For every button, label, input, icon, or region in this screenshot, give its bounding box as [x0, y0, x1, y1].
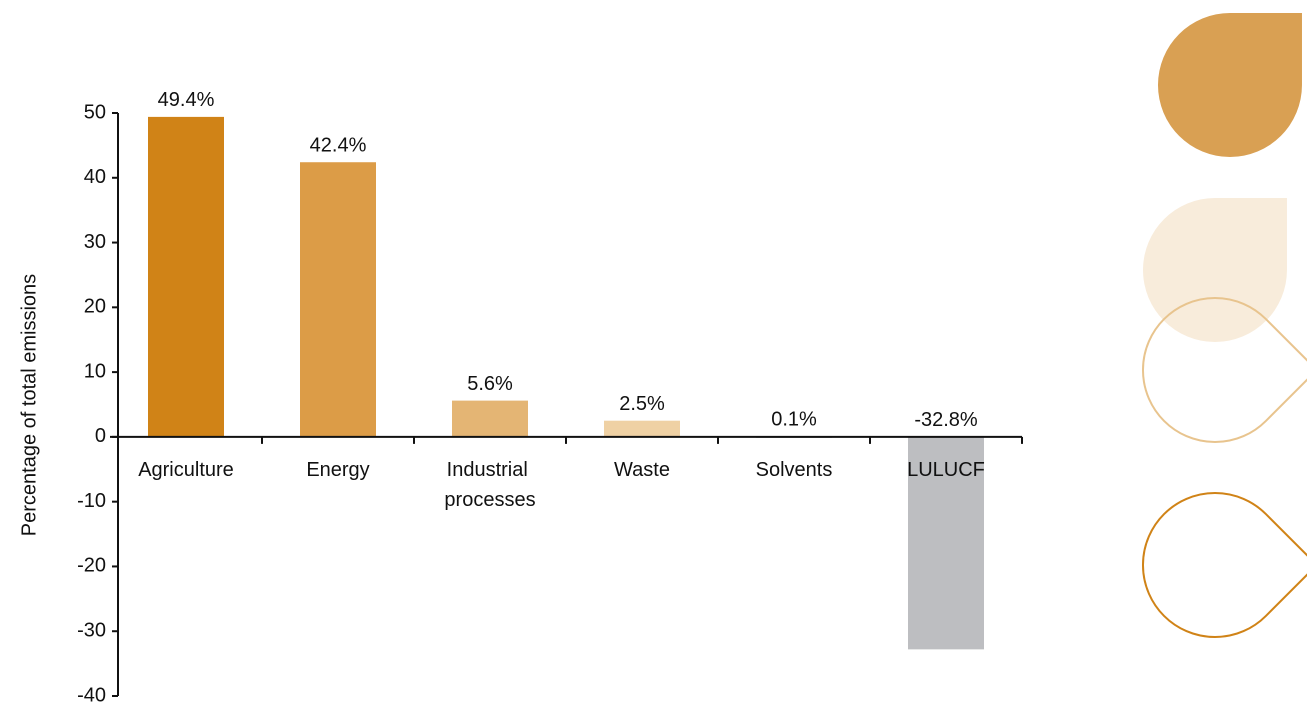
decoration	[1141, 13, 1307, 638]
value-label: 49.4%	[158, 89, 215, 111]
y-tick-label: 10	[84, 360, 106, 382]
photo-drop	[1157, 13, 1302, 158]
x-tick-label: Energy	[306, 459, 369, 481]
x-tick-label: LULUCF	[907, 459, 985, 481]
value-label: 0.1%	[771, 409, 817, 431]
y-tick-label: 0	[95, 425, 106, 447]
outline-drop	[1141, 297, 1307, 443]
value-label: 2.5%	[619, 393, 665, 415]
x-tick-label: Solvents	[756, 459, 833, 481]
outline-drop	[1141, 492, 1307, 638]
bar	[300, 162, 376, 437]
y-tick-label: -10	[77, 490, 106, 512]
bar	[148, 116, 224, 437]
bar	[452, 400, 528, 437]
value-label: 5.6%	[467, 373, 513, 395]
y-tick-label: 50	[84, 101, 106, 123]
y-axis-label: Percentage of total emissions	[18, 274, 40, 536]
bar	[604, 420, 680, 437]
light-drop	[1142, 198, 1287, 343]
y-tick-label: 20	[84, 296, 106, 318]
x-tick-label: Agriculture	[138, 459, 234, 481]
y-tick-label: -40	[77, 684, 106, 706]
value-label: 42.4%	[310, 135, 367, 157]
y-tick-label: 40	[84, 166, 106, 188]
y-tick-label: -30	[77, 620, 106, 642]
y-tick-label: -20	[77, 555, 106, 577]
value-label: -32.8%	[914, 409, 978, 431]
x-tick-label: Waste	[614, 459, 670, 481]
x-tick-label: Industrial processes	[444, 459, 535, 511]
bar	[908, 436, 984, 650]
y-tick-label: 30	[84, 231, 106, 253]
